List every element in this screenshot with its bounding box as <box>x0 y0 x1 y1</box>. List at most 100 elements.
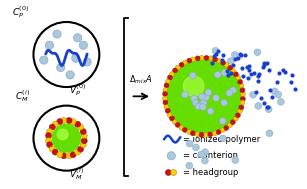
Point <box>216 49 220 52</box>
Circle shape <box>240 91 245 96</box>
Circle shape <box>182 128 187 132</box>
Circle shape <box>231 52 238 58</box>
Circle shape <box>66 118 72 123</box>
Point <box>247 64 251 67</box>
Point <box>212 54 216 57</box>
Circle shape <box>56 64 65 72</box>
Circle shape <box>57 152 63 158</box>
Circle shape <box>49 146 55 152</box>
Circle shape <box>163 88 168 93</box>
Circle shape <box>239 83 244 88</box>
Circle shape <box>70 152 76 158</box>
Circle shape <box>192 100 199 106</box>
Point <box>293 88 298 91</box>
Point <box>228 71 233 74</box>
Circle shape <box>75 149 81 155</box>
Point <box>262 101 266 104</box>
Circle shape <box>167 75 172 80</box>
Circle shape <box>190 131 195 136</box>
Point <box>255 74 260 77</box>
Point <box>254 90 258 93</box>
Circle shape <box>207 108 214 115</box>
Point <box>236 56 241 59</box>
Circle shape <box>208 132 213 137</box>
Point <box>239 53 243 56</box>
Circle shape <box>265 106 272 112</box>
Circle shape <box>72 54 80 62</box>
Circle shape <box>189 72 196 79</box>
Circle shape <box>221 99 227 106</box>
Circle shape <box>49 124 55 130</box>
Circle shape <box>53 30 61 38</box>
Circle shape <box>52 124 80 152</box>
Circle shape <box>190 57 195 62</box>
Circle shape <box>240 88 245 93</box>
Circle shape <box>187 58 192 63</box>
Point <box>265 105 270 108</box>
Point <box>275 80 280 83</box>
Circle shape <box>78 124 84 130</box>
Circle shape <box>208 56 213 61</box>
Circle shape <box>204 132 209 137</box>
Point <box>265 105 270 108</box>
Circle shape <box>199 55 204 60</box>
Point <box>288 81 293 84</box>
Circle shape <box>182 60 187 65</box>
Circle shape <box>231 120 235 125</box>
Circle shape <box>250 91 256 98</box>
Circle shape <box>212 47 219 54</box>
Circle shape <box>70 119 76 125</box>
Circle shape <box>33 22 99 87</box>
Circle shape <box>233 72 238 77</box>
Circle shape <box>165 79 170 84</box>
Circle shape <box>173 120 177 125</box>
Circle shape <box>212 57 217 62</box>
Point <box>246 77 251 80</box>
Point <box>220 53 225 57</box>
Circle shape <box>162 91 167 96</box>
Circle shape <box>233 116 238 121</box>
Circle shape <box>235 75 240 80</box>
Point <box>259 96 264 99</box>
Circle shape <box>275 91 282 98</box>
Text: $\Delta_{mix}A$: $\Delta_{mix}A$ <box>129 74 153 86</box>
Circle shape <box>66 153 72 159</box>
Circle shape <box>45 41 54 49</box>
Circle shape <box>254 49 261 56</box>
Circle shape <box>169 116 174 121</box>
Point <box>231 64 236 67</box>
Circle shape <box>179 62 184 67</box>
Circle shape <box>226 90 233 96</box>
Point <box>233 57 238 60</box>
Circle shape <box>167 60 241 132</box>
Point <box>267 88 272 91</box>
Circle shape <box>61 153 67 159</box>
Point <box>240 74 245 77</box>
Circle shape <box>199 93 205 100</box>
Point <box>239 67 244 70</box>
Circle shape <box>255 103 262 109</box>
Circle shape <box>173 68 177 73</box>
Circle shape <box>228 65 233 70</box>
Circle shape <box>187 130 192 134</box>
Circle shape <box>79 41 87 49</box>
Point <box>269 95 274 98</box>
Circle shape <box>47 142 52 148</box>
Circle shape <box>80 142 86 148</box>
Circle shape <box>74 34 82 42</box>
Circle shape <box>162 96 167 101</box>
Text: = ionized polymer: = ionized polymer <box>183 135 260 144</box>
Circle shape <box>164 83 169 88</box>
Text: = headgroup: = headgroup <box>183 168 239 177</box>
Circle shape <box>221 60 225 65</box>
Circle shape <box>224 62 229 67</box>
Circle shape <box>195 132 200 137</box>
Circle shape <box>169 72 174 77</box>
Circle shape <box>81 138 87 144</box>
Circle shape <box>203 94 209 101</box>
Point <box>266 69 271 72</box>
Circle shape <box>199 104 206 110</box>
Circle shape <box>186 140 193 147</box>
Circle shape <box>231 68 235 73</box>
Circle shape <box>216 58 221 63</box>
